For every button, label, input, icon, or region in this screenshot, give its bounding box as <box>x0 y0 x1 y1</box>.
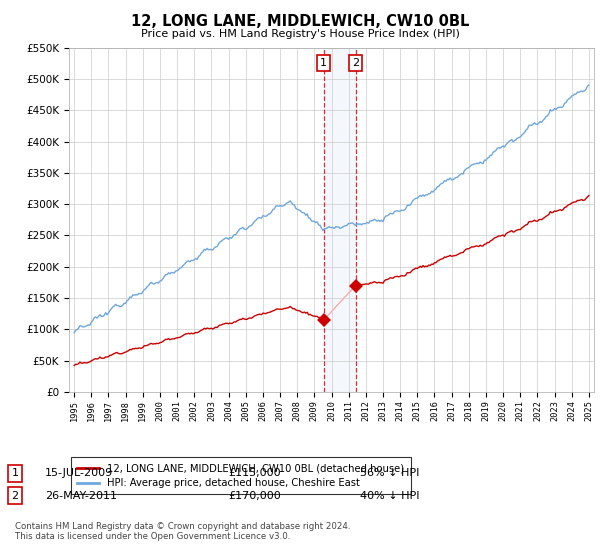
Text: £115,000: £115,000 <box>228 468 281 478</box>
Text: 26-MAY-2011: 26-MAY-2011 <box>45 491 117 501</box>
Text: Contains HM Land Registry data © Crown copyright and database right 2024.
This d: Contains HM Land Registry data © Crown c… <box>15 522 350 542</box>
Legend: 12, LONG LANE, MIDDLEWICH, CW10 0BL (detached house), HPI: Average price, detach: 12, LONG LANE, MIDDLEWICH, CW10 0BL (det… <box>71 458 410 494</box>
Text: 2: 2 <box>11 491 19 501</box>
Text: £170,000: £170,000 <box>228 491 281 501</box>
Text: 12, LONG LANE, MIDDLEWICH, CW10 0BL: 12, LONG LANE, MIDDLEWICH, CW10 0BL <box>131 14 469 29</box>
Text: 1: 1 <box>11 468 19 478</box>
Text: Price paid vs. HM Land Registry's House Price Index (HPI): Price paid vs. HM Land Registry's House … <box>140 29 460 39</box>
Text: 1: 1 <box>320 58 327 68</box>
Bar <box>323 48 356 392</box>
Text: 56% ↓ HPI: 56% ↓ HPI <box>360 468 419 478</box>
Text: 15-JUL-2009: 15-JUL-2009 <box>45 468 113 478</box>
Text: 40% ↓ HPI: 40% ↓ HPI <box>360 491 419 501</box>
Text: 2: 2 <box>352 58 359 68</box>
